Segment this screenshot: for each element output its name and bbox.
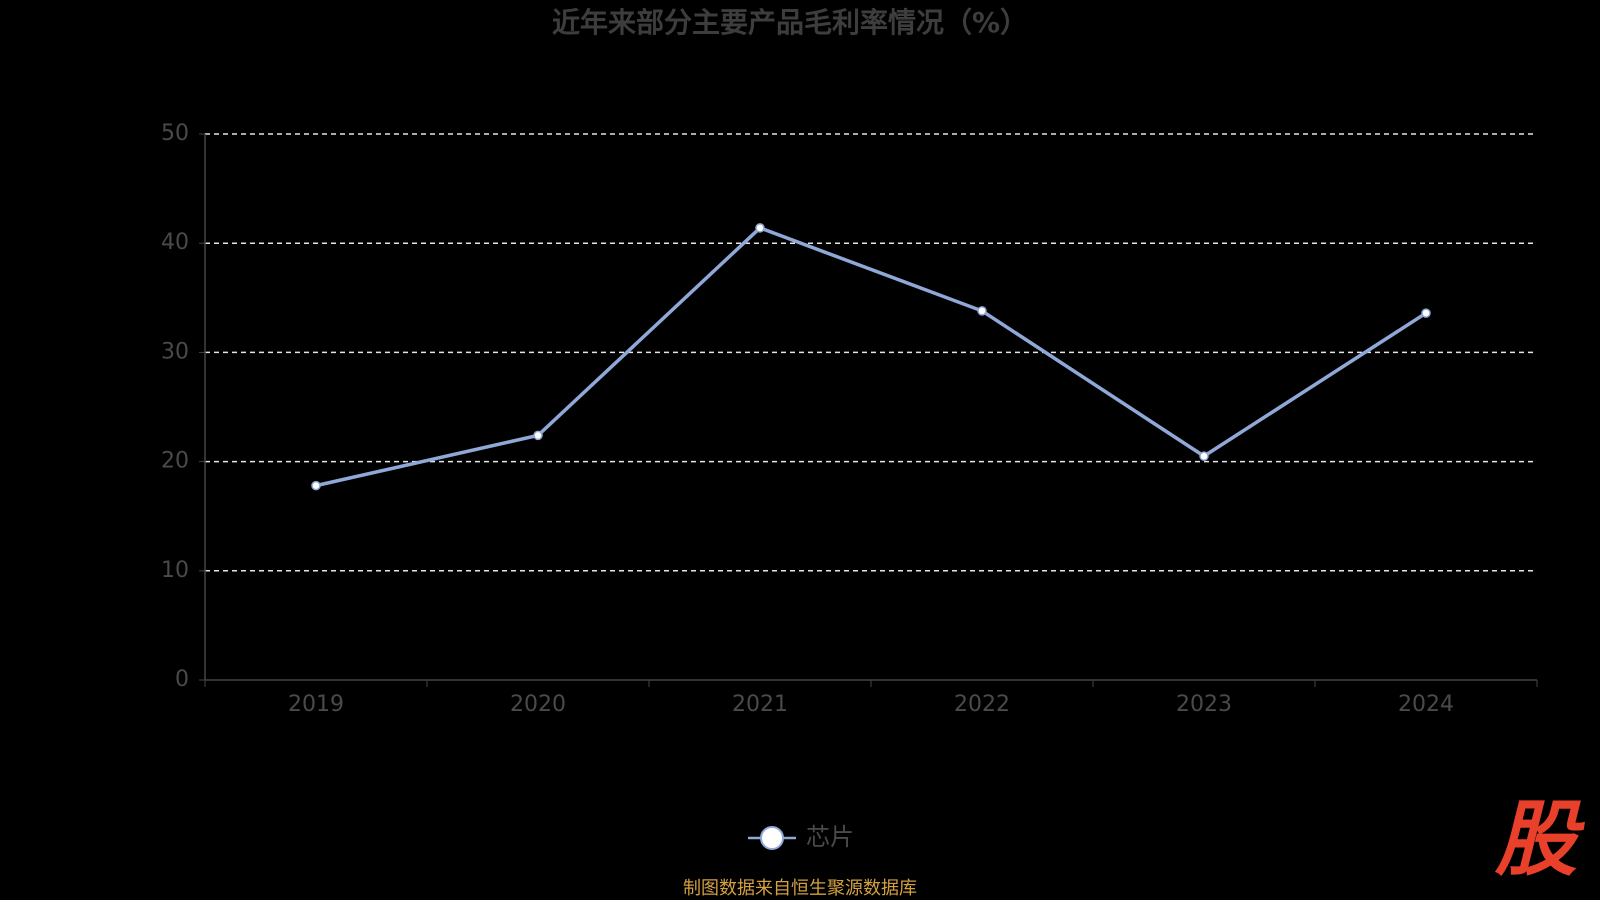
logo: 股: [1494, 792, 1585, 887]
chart-title: 近年来部分主要产品毛利率情况（%）: [552, 6, 1028, 39]
x-tick-label: 2023: [1176, 692, 1232, 717]
y-tick-label: 50: [161, 121, 189, 146]
y-tick-label: 20: [161, 449, 189, 474]
legend-marker: [760, 826, 784, 850]
x-tick-label: 2024: [1398, 692, 1454, 717]
y-tick-label: 40: [161, 230, 189, 255]
point: [533, 430, 543, 441]
point: [977, 306, 987, 316]
y-tick-label: 10: [161, 558, 189, 583]
x-tick-label: 2019: [288, 692, 344, 717]
legend-label: 芯片: [806, 823, 854, 851]
source-note: 制图数据来自恒生聚源数据库: [683, 878, 917, 899]
point: [1421, 308, 1431, 318]
y-tick-label: 30: [161, 339, 189, 364]
point: [311, 480, 321, 491]
series-line: [315, 225, 1427, 488]
point: [755, 223, 765, 233]
y-tick-label: 0: [175, 667, 189, 692]
x-tick-label: 2022: [954, 692, 1010, 717]
x-tick-label: 2021: [732, 692, 788, 717]
x-tick-label: 2020: [510, 692, 566, 717]
point: [1199, 451, 1209, 461]
